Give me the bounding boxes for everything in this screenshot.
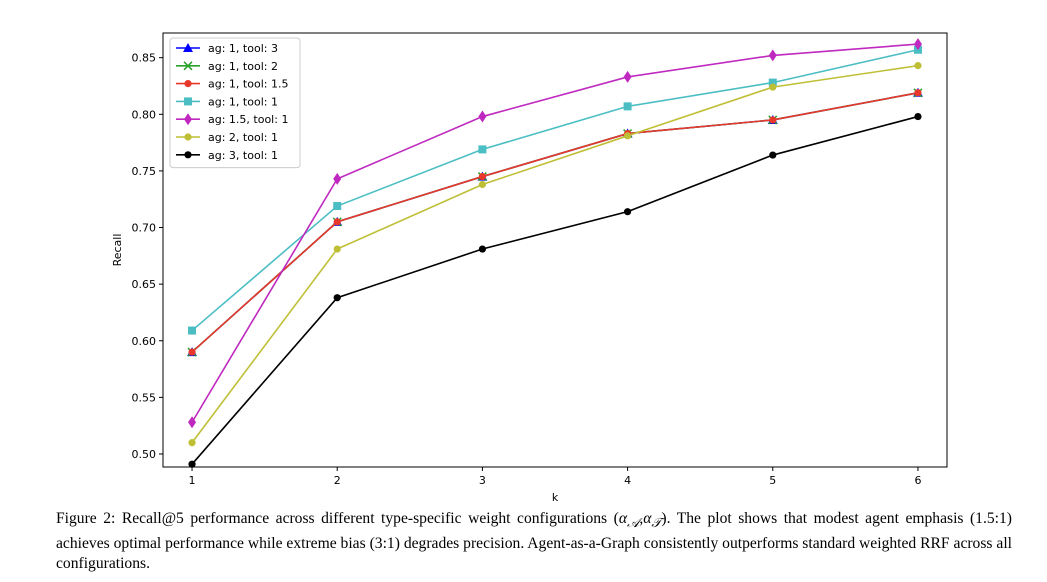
data-point [768,78,777,87]
legend-marker [184,97,192,106]
data-point [188,460,196,468]
data-point [769,116,777,124]
data-series [187,38,923,468]
series-line [191,91,919,353]
x-tick-label: 5 [769,474,776,487]
legend-label: ag: 1, tool: 1.5 [208,78,288,91]
data-point [769,151,777,159]
x-tick-label: 4 [624,474,631,487]
caption-sub-agent: 𝒜 [627,515,640,531]
legend-marker [183,61,193,71]
caption-alpha-tool: α [643,510,652,527]
data-point [623,102,632,111]
legend-box [169,37,301,169]
data-point [188,416,197,429]
y-tick-label: 0.65 [132,278,157,291]
data-point [188,326,197,335]
series-line [191,91,919,353]
legend-label: ag: 1.5, tool: 1 [208,113,288,126]
data-point [478,172,487,181]
legend-label: ag: 1, tool: 3 [208,42,278,55]
series-5 [188,38,922,429]
caption-comma: , [639,510,644,527]
data-point [914,112,922,121]
data-point [769,83,777,91]
series-line [191,91,919,353]
legend-marker [184,133,192,141]
data-point [188,439,196,447]
figure-caption: Figure 2: Recall@5 performance across di… [56,509,1012,575]
data-point [478,180,487,189]
data-point [478,110,487,123]
series-line [191,48,919,332]
y-axis-label: Recall [111,234,124,267]
legend-label: ag: 2, tool: 1 [208,131,278,144]
data-point [333,294,341,302]
series-7 [188,112,922,468]
data-point [623,208,632,216]
legend-entry: ag: 1, tool: 1.5 [176,78,288,91]
legend-label: ag: 1, tool: 2 [208,60,278,73]
x-tick-label: 6 [914,474,921,487]
legend-entry: ag: 2, tool: 1 [176,131,278,144]
legend-entry: ag: 1, tool: 3 [176,42,278,55]
caption-lead: Figure 2: Recall@5 performance across di… [56,510,619,527]
y-tick-label: 0.50 [132,448,157,461]
legend-marker [184,113,192,126]
data-point [913,38,922,51]
x-axis-label: k [552,491,559,504]
y-tick-label: 0.85 [132,52,157,65]
data-point [914,62,922,70]
legend-marker [184,80,192,88]
caption-alpha-agent: α [618,510,627,527]
legend-entry: ag: 1, tool: 1 [176,95,278,108]
caption-rest: ). The plot shows that modest agent emph… [56,510,1012,573]
series-3 [188,89,922,356]
series-line [191,43,919,423]
y-tick-label: 0.75 [132,165,157,178]
data-point [478,145,487,154]
legend-entry: ag: 3, tool: 1 [176,149,278,162]
legend-label: ag: 1, tool: 1 [208,95,278,108]
data-point [333,172,342,185]
data-point [478,245,487,253]
legend-entry: ag: 1.5, tool: 1 [176,113,288,126]
y-tick-label: 0.60 [132,335,157,348]
data-point [188,348,196,356]
data-point [914,89,922,97]
y-tick-label: 0.55 [132,391,157,404]
y-tick-label: 0.70 [132,222,157,235]
data-point [333,202,342,211]
data-point [623,132,632,140]
legend-marker [184,151,192,159]
plot-area-frame [162,32,948,468]
series-6 [188,62,922,447]
legend-marker [183,43,193,52]
legend-label: ag: 3, tool: 1 [208,149,278,162]
series-line [191,115,919,465]
x-tick-label: 3 [479,474,486,487]
series-line [191,64,919,444]
y-axis-ticks: 0.50 0.55 0.60 0.65 0.70 0.75 0.80 0.85 [132,52,163,461]
data-point [768,49,777,62]
x-axis-ticks: 1 2 3 4 5 6 [189,467,921,487]
legend-entry: ag: 1, tool: 2 [176,60,278,73]
y-tick-label: 0.80 [132,108,157,121]
x-tick-label: 1 [189,474,196,487]
caption-sub-tool: 𝒯 [651,515,662,531]
data-point [333,245,341,253]
legend: ag: 1, tool: 3 ag: 1, tool: 2 ag: 1, tool:… [169,37,301,169]
data-point [333,218,341,226]
data-point [623,70,632,83]
x-tick-label: 2 [334,474,341,487]
